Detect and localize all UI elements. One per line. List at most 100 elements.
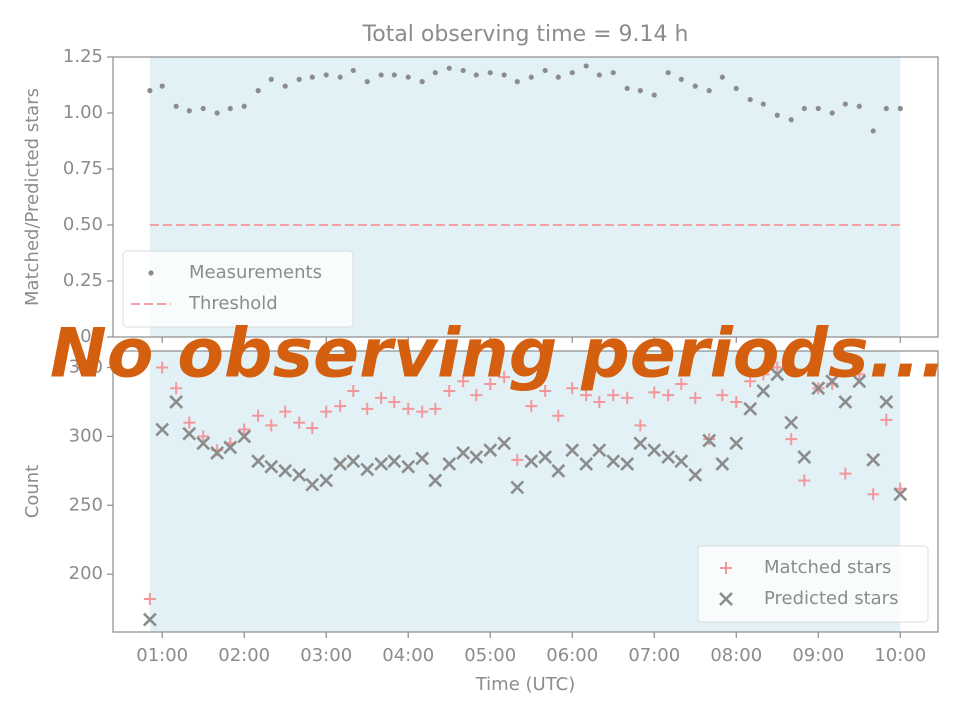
point [361, 402, 374, 415]
point [867, 488, 880, 501]
point [528, 74, 534, 80]
point [227, 105, 233, 112]
point [223, 440, 238, 455]
point [360, 462, 375, 477]
legend-swatch [719, 592, 733, 606]
x-tick-label: 03:00 [300, 645, 352, 666]
point [442, 457, 457, 471]
point [170, 382, 183, 395]
point [419, 79, 425, 85]
point [688, 468, 703, 482]
point [252, 409, 265, 422]
point [347, 384, 360, 397]
point [173, 103, 179, 109]
point [200, 105, 206, 112]
y-tick-label: 350 [69, 357, 103, 378]
point [866, 452, 881, 467]
point [497, 436, 512, 451]
point [237, 429, 252, 444]
point [350, 67, 356, 74]
point [756, 384, 771, 398]
point [733, 85, 739, 91]
legend-box [122, 250, 354, 328]
point [648, 386, 661, 399]
point [416, 405, 429, 418]
chart-title: Total observing time = 9.14 h [362, 22, 689, 47]
point [147, 88, 153, 94]
point [456, 446, 471, 460]
y-tick-label: 0.25 [63, 270, 103, 291]
point [391, 72, 397, 78]
point [624, 85, 630, 91]
point [446, 65, 452, 71]
point [610, 70, 616, 76]
point [268, 76, 274, 82]
point [264, 459, 279, 474]
point [788, 117, 794, 123]
point [334, 400, 347, 413]
point [197, 430, 210, 443]
point [210, 446, 225, 460]
point [473, 72, 479, 78]
point [771, 361, 784, 374]
point [374, 457, 389, 471]
point [785, 433, 798, 446]
legend-swatch [148, 270, 154, 276]
point [569, 70, 575, 76]
y-tick-label: 0.75 [63, 158, 103, 179]
point [706, 88, 712, 94]
point [621, 391, 634, 404]
point [825, 374, 840, 389]
overlay-text: No observing periods... [50, 315, 946, 394]
legend-label: Measurements [189, 262, 322, 283]
point [238, 423, 251, 436]
point [196, 436, 211, 451]
point [432, 70, 438, 76]
point [319, 473, 334, 488]
x-tick-label: 01:00 [136, 645, 188, 666]
legend-label: Threshold [188, 293, 278, 314]
point [169, 395, 184, 409]
y-tick-label: 1.25 [63, 46, 103, 67]
x-tick-label: 02:00 [218, 645, 270, 666]
point [305, 477, 320, 492]
point [879, 395, 894, 409]
point [402, 402, 415, 415]
point [838, 395, 853, 409]
point [665, 70, 671, 76]
y-tick-label: 300 [69, 425, 103, 446]
legend: Matched stars Predicted stars [697, 545, 929, 623]
point [387, 454, 402, 469]
point [498, 371, 511, 384]
point [856, 103, 862, 109]
point [470, 389, 483, 402]
point [333, 457, 348, 471]
point [870, 128, 876, 134]
point [852, 374, 867, 389]
point [744, 375, 757, 388]
point [829, 110, 835, 116]
point [241, 103, 247, 109]
point [159, 83, 165, 89]
point [375, 391, 388, 404]
legend-label: Matched stars [764, 557, 891, 578]
point [525, 400, 538, 413]
point [524, 454, 539, 469]
point [469, 450, 484, 464]
point [839, 467, 852, 480]
point [483, 443, 498, 458]
point [484, 378, 497, 391]
point [774, 112, 780, 118]
point [770, 367, 785, 382]
point [555, 74, 561, 80]
point [487, 70, 493, 76]
point [579, 457, 594, 471]
y-axis-label: Matched/Predicted stars [22, 88, 43, 306]
point [251, 454, 266, 469]
point [278, 463, 293, 478]
point [729, 436, 744, 451]
point [282, 83, 288, 89]
point [415, 451, 430, 466]
x-tick-label: 10:00 [874, 645, 926, 666]
